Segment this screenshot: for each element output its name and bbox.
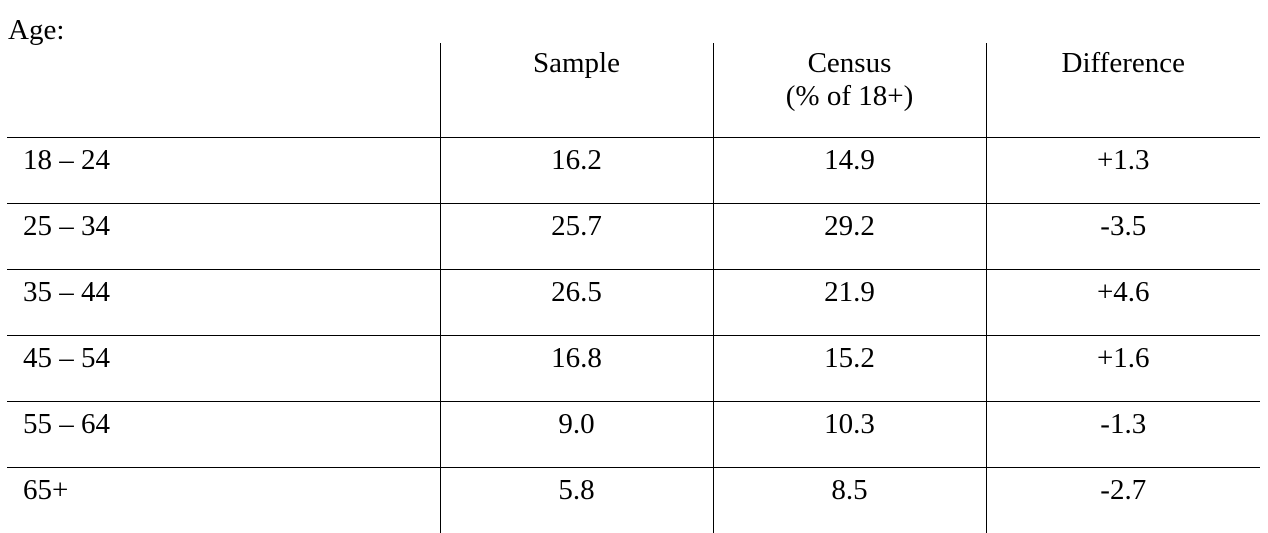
row-sample-value: 9.0	[440, 402, 713, 468]
table-body: 18 – 24 16.2 14.9 +1.3 25 – 34 25.7 29.2…	[7, 138, 1260, 533]
table-caption: Age:	[8, 13, 64, 47]
row-census-value: 21.9	[713, 270, 986, 336]
row-census-value: 10.3	[713, 402, 986, 468]
header-census-label: Census	[714, 47, 986, 80]
row-difference-value: -1.3	[986, 402, 1260, 468]
table-row: 35 – 44 26.5 21.9 +4.6	[7, 270, 1260, 336]
row-difference-value: +1.3	[986, 138, 1260, 204]
table-row: 45 – 54 16.8 15.2 +1.6	[7, 336, 1260, 402]
row-sample-value: 16.8	[440, 336, 713, 402]
row-age-group: 18 – 24	[7, 138, 440, 204]
row-age-group: 25 – 34	[7, 204, 440, 270]
row-sample-value: 16.2	[440, 138, 713, 204]
header-census-sublabel: (% of 18+)	[714, 80, 986, 113]
row-age-group: 35 – 44	[7, 270, 440, 336]
row-difference-value: -3.5	[986, 204, 1260, 270]
row-census-value: 14.9	[713, 138, 986, 204]
row-sample-value: 25.7	[440, 204, 713, 270]
age-comparison-table: Sample Census (% of 18+) Difference 18 –…	[7, 43, 1260, 533]
row-age-group: 45 – 54	[7, 336, 440, 402]
table-row: 18 – 24 16.2 14.9 +1.3	[7, 138, 1260, 204]
table-row: 65+ 5.8 8.5 -2.7	[7, 468, 1260, 533]
row-difference-value: +4.6	[986, 270, 1260, 336]
row-census-value: 29.2	[713, 204, 986, 270]
table-row: 25 – 34 25.7 29.2 -3.5	[7, 204, 1260, 270]
table-row: 55 – 64 9.0 10.3 -1.3	[7, 402, 1260, 468]
header-group	[7, 43, 440, 138]
header-sample: Sample	[440, 43, 713, 138]
row-age-group: 65+	[7, 468, 440, 533]
row-census-value: 8.5	[713, 468, 986, 533]
row-sample-value: 26.5	[440, 270, 713, 336]
row-age-group: 55 – 64	[7, 402, 440, 468]
row-difference-value: +1.6	[986, 336, 1260, 402]
row-census-value: 15.2	[713, 336, 986, 402]
row-sample-value: 5.8	[440, 468, 713, 533]
header-difference: Difference	[986, 43, 1260, 138]
row-difference-value: -2.7	[986, 468, 1260, 533]
header-row: Sample Census (% of 18+) Difference	[7, 43, 1260, 138]
header-census: Census (% of 18+)	[713, 43, 986, 138]
table-header: Sample Census (% of 18+) Difference	[7, 43, 1260, 138]
